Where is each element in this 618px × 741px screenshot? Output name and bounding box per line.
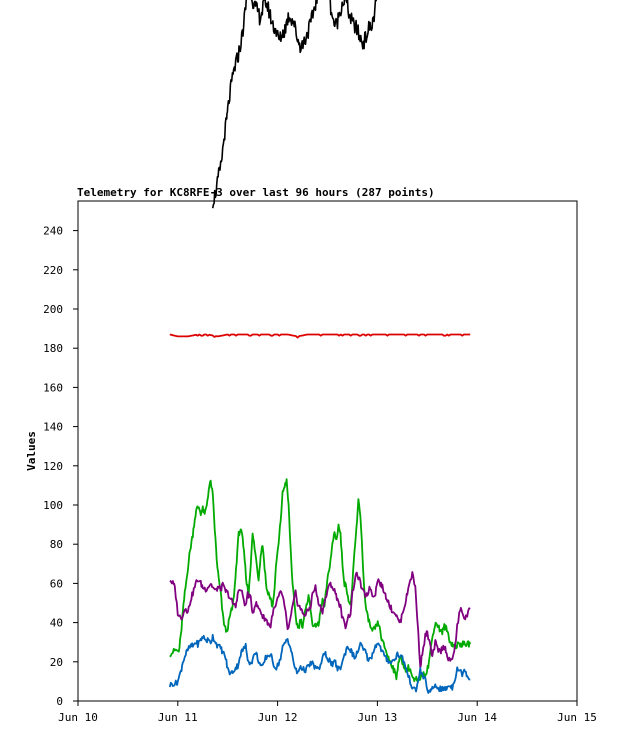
y-tick-label: 200 bbox=[43, 303, 63, 316]
x-tick-label: Jun 12 bbox=[258, 711, 298, 724]
plot-frame bbox=[77, 200, 578, 702]
y-tick-label: 100 bbox=[43, 499, 63, 512]
series-line-5 bbox=[168, 633, 471, 694]
y-tick-label: 240 bbox=[43, 225, 63, 238]
y-tick-label: 60 bbox=[50, 577, 63, 590]
series-line-3 bbox=[169, 478, 472, 683]
y-axis-label: Values bbox=[25, 431, 38, 471]
y-tick-label: 80 bbox=[50, 538, 63, 551]
series-line-1 bbox=[211, 0, 378, 209]
chart-title: Telemetry for KC8RFE-3 over last 96 hour… bbox=[77, 186, 435, 199]
y-tick-label: 20 bbox=[50, 656, 63, 669]
y-tick-label: 40 bbox=[50, 617, 63, 630]
x-tick-label: Jun 11 bbox=[158, 711, 198, 724]
x-tick-label: Jun 10 bbox=[58, 711, 98, 724]
y-tick-label: 0 bbox=[56, 695, 63, 708]
y-tick-label: 180 bbox=[43, 342, 63, 355]
series-line-2 bbox=[169, 333, 471, 339]
y-tick-label: 160 bbox=[43, 381, 63, 394]
x-tick-label: Jun 15 bbox=[557, 711, 597, 724]
plot-area: 0 20 40 60 80 100 120 140 160 180 200 220 240 Jun 10 J… bbox=[43, 0, 597, 724]
x-tick-label: Jun 13 bbox=[358, 711, 398, 724]
y-tick-label: 220 bbox=[43, 264, 63, 277]
y-tick-label: 140 bbox=[43, 421, 63, 434]
y-tick-label: 120 bbox=[43, 460, 63, 473]
x-tick-label: Jun 14 bbox=[457, 711, 497, 724]
